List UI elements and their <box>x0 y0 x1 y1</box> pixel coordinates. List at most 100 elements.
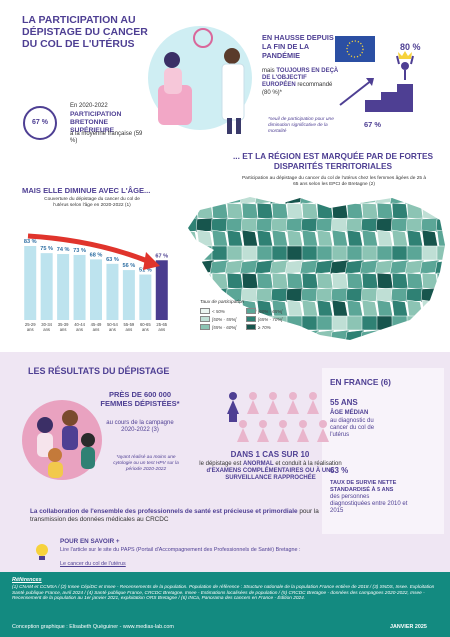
legend-label: [50% - 55%[ <box>212 316 237 322</box>
map-area <box>210 217 229 233</box>
decline-arrowhead <box>143 252 160 270</box>
map-area <box>211 202 229 220</box>
map-area <box>404 329 425 340</box>
map-area <box>211 229 229 249</box>
more-link[interactable]: Le cancer du col de l'utérus <box>60 561 126 567</box>
footer-band <box>0 572 450 637</box>
category-label: 30-34 ans <box>41 322 53 332</box>
map-area <box>391 272 409 290</box>
bar <box>73 254 86 320</box>
map-area <box>286 202 304 220</box>
median-desc: au diagnostic du cancer du col de l'utér… <box>330 418 375 439</box>
map-area <box>360 217 379 233</box>
map-area <box>376 272 394 290</box>
map-area <box>346 245 364 261</box>
france-panel <box>322 368 444 534</box>
map-area <box>406 299 424 319</box>
ratio-lead: le dépistage est <box>199 461 242 467</box>
results-title: LES RÉSULTATS DU DÉPISTAGE <box>28 366 170 376</box>
map-area <box>346 315 364 331</box>
legend-swatch <box>200 316 210 322</box>
map-area <box>301 229 319 249</box>
map-area <box>406 229 424 249</box>
target-value: 80 % <box>400 42 421 52</box>
map-area <box>271 202 289 220</box>
map-area <box>391 245 409 261</box>
map-area <box>406 315 424 331</box>
map-area <box>404 197 425 205</box>
results-note: *ayant réalisé au moins une cytologie ou… <box>113 455 179 472</box>
map-area <box>421 315 439 331</box>
map-area <box>421 299 439 319</box>
bar <box>122 270 135 320</box>
map-area <box>286 272 304 290</box>
map-area <box>256 245 274 261</box>
map-area <box>435 217 445 233</box>
legend-swatch <box>246 308 256 314</box>
category-label: 25-65 ans <box>156 322 168 332</box>
median-label: ÂGE MÉDIAN <box>330 410 369 416</box>
map-area <box>314 329 335 340</box>
collab-tail: pour la transmission des données médical… <box>30 508 319 523</box>
map-area <box>194 197 215 205</box>
legend-item: ≥ 70% <box>246 324 271 330</box>
map-area <box>376 202 394 220</box>
ratio-tail: d'EXAMENS COMPLÉMENTAIRES OU À UNE SURVE… <box>206 468 335 482</box>
map-area <box>316 272 334 290</box>
current-value: 67 % <box>364 120 382 129</box>
map-area <box>331 245 349 261</box>
credits: Conception graphique : Elisabeth Quéguin… <box>12 624 174 630</box>
map-area <box>376 245 394 261</box>
legend-label: [55% - 60%[ <box>212 324 237 330</box>
period: En 2020-2022 <box>70 103 108 109</box>
badge-value: 67 % <box>32 119 48 126</box>
map-area <box>375 287 394 303</box>
map-area <box>188 202 199 220</box>
value-label: 68 % <box>90 252 103 258</box>
comparison: à la moyenne française (59 %) <box>70 131 143 145</box>
ratio-emphasis: ANORMAL <box>242 461 274 467</box>
bar <box>40 253 53 320</box>
ratio-icons <box>227 392 329 442</box>
map-area <box>188 299 199 319</box>
map-area <box>194 329 215 340</box>
map-area <box>241 245 259 261</box>
map-area <box>361 229 379 249</box>
map-area <box>390 217 409 233</box>
map-area <box>301 202 319 220</box>
collab-emphasis: La collaboration de l'ensemble des profe… <box>30 508 298 515</box>
collaboration: La collaboration de l'ensemble des profe… <box>30 508 320 523</box>
map-area <box>188 229 199 249</box>
map-area <box>196 272 214 290</box>
map-area <box>270 287 289 303</box>
bar <box>106 263 119 320</box>
map-area <box>346 272 364 290</box>
map-area <box>285 217 304 233</box>
progress-icon <box>339 51 414 112</box>
map-area <box>211 245 229 261</box>
map-area <box>256 202 274 220</box>
legend-label: [60% - 65%[ <box>258 308 283 314</box>
map-area <box>301 245 319 261</box>
map-area <box>405 217 424 233</box>
map-area <box>329 329 350 340</box>
value-label: 67 % <box>155 253 168 259</box>
value-label: 51 % <box>139 268 152 274</box>
ratio-title: DANS 1 CAS SUR 10 <box>230 450 310 459</box>
map-area <box>331 299 349 319</box>
map-area <box>436 245 445 261</box>
age-chart: 83 %75 % 74 % 73 % 68 %63 % 56 %51 % 67 % <box>24 239 168 320</box>
map-area <box>436 229 445 249</box>
map-area <box>345 287 364 303</box>
map-area <box>226 202 244 220</box>
date: JANVIER 2025 <box>390 624 427 630</box>
bar <box>90 259 102 320</box>
map-area <box>256 229 274 249</box>
map-area <box>435 287 445 303</box>
legend-item: [50% - 55%[ <box>200 316 237 322</box>
results-campaign: au cours de la campagne 2020-2022 (3) <box>106 420 174 434</box>
map-area <box>241 272 259 290</box>
map-area <box>376 299 394 319</box>
map-area <box>374 329 395 340</box>
